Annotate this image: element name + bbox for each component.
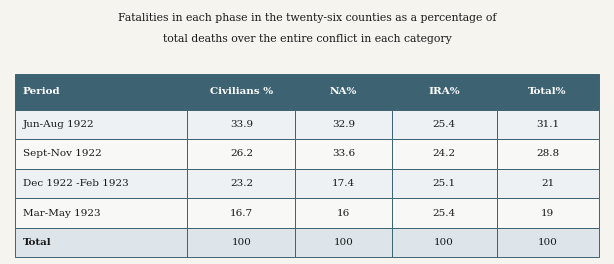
Bar [187,169,295,198]
Text: total deaths over the entire conflict in each category: total deaths over the entire conflict in… [163,34,451,44]
Bar [392,198,497,228]
Text: Mar-May 1923: Mar-May 1923 [23,209,100,218]
Text: 100: 100 [333,238,354,247]
Bar [15,74,187,110]
Bar [497,74,599,110]
Text: Civilians %: Civilians % [210,87,273,96]
Text: 21: 21 [541,179,554,188]
Bar [15,139,187,169]
Bar [187,139,295,169]
Text: 16.7: 16.7 [230,209,253,218]
Bar [295,169,392,198]
Text: NA%: NA% [330,87,357,96]
Bar [392,139,497,169]
Bar [187,74,295,110]
Bar [392,110,497,139]
Text: 28.8: 28.8 [536,149,559,158]
Bar [392,74,497,110]
Text: 33.9: 33.9 [230,120,253,129]
Text: 19: 19 [541,209,554,218]
Text: 100: 100 [538,238,558,247]
Bar [15,110,187,139]
Text: 17.4: 17.4 [332,179,355,188]
Text: 33.6: 33.6 [332,149,355,158]
Bar [497,198,599,228]
Bar [15,169,187,198]
Text: Dec 1922 -Feb 1923: Dec 1922 -Feb 1923 [23,179,128,188]
Text: 32.9: 32.9 [332,120,355,129]
Text: 25.4: 25.4 [432,209,456,218]
Text: 100: 100 [434,238,454,247]
Bar [15,198,187,228]
Bar [15,228,187,257]
Bar [295,139,392,169]
Text: 25.4: 25.4 [432,120,456,129]
Text: 23.2: 23.2 [230,179,253,188]
Bar [497,169,599,198]
Bar [497,110,599,139]
Text: 24.2: 24.2 [432,149,456,158]
Bar [392,169,497,198]
Bar [295,198,392,228]
Bar [187,198,295,228]
Bar [497,228,599,257]
Bar [295,228,392,257]
Text: Jun-Aug 1922: Jun-Aug 1922 [23,120,95,129]
Bar [295,74,392,110]
Bar [295,110,392,139]
Text: Total: Total [23,238,52,247]
Text: 26.2: 26.2 [230,149,253,158]
Text: IRA%: IRA% [428,87,460,96]
Text: Sept-Nov 1922: Sept-Nov 1922 [23,149,101,158]
Bar [497,139,599,169]
Text: 25.1: 25.1 [432,179,456,188]
Text: 100: 100 [231,238,251,247]
Text: Period: Period [23,87,60,96]
Text: Total%: Total% [529,87,567,96]
Text: Fatalities in each phase in the twenty-six counties as a percentage of: Fatalities in each phase in the twenty-s… [118,13,496,23]
Text: 31.1: 31.1 [536,120,559,129]
Text: 16: 16 [337,209,350,218]
Bar [187,228,295,257]
Bar [392,228,497,257]
Bar [187,110,295,139]
